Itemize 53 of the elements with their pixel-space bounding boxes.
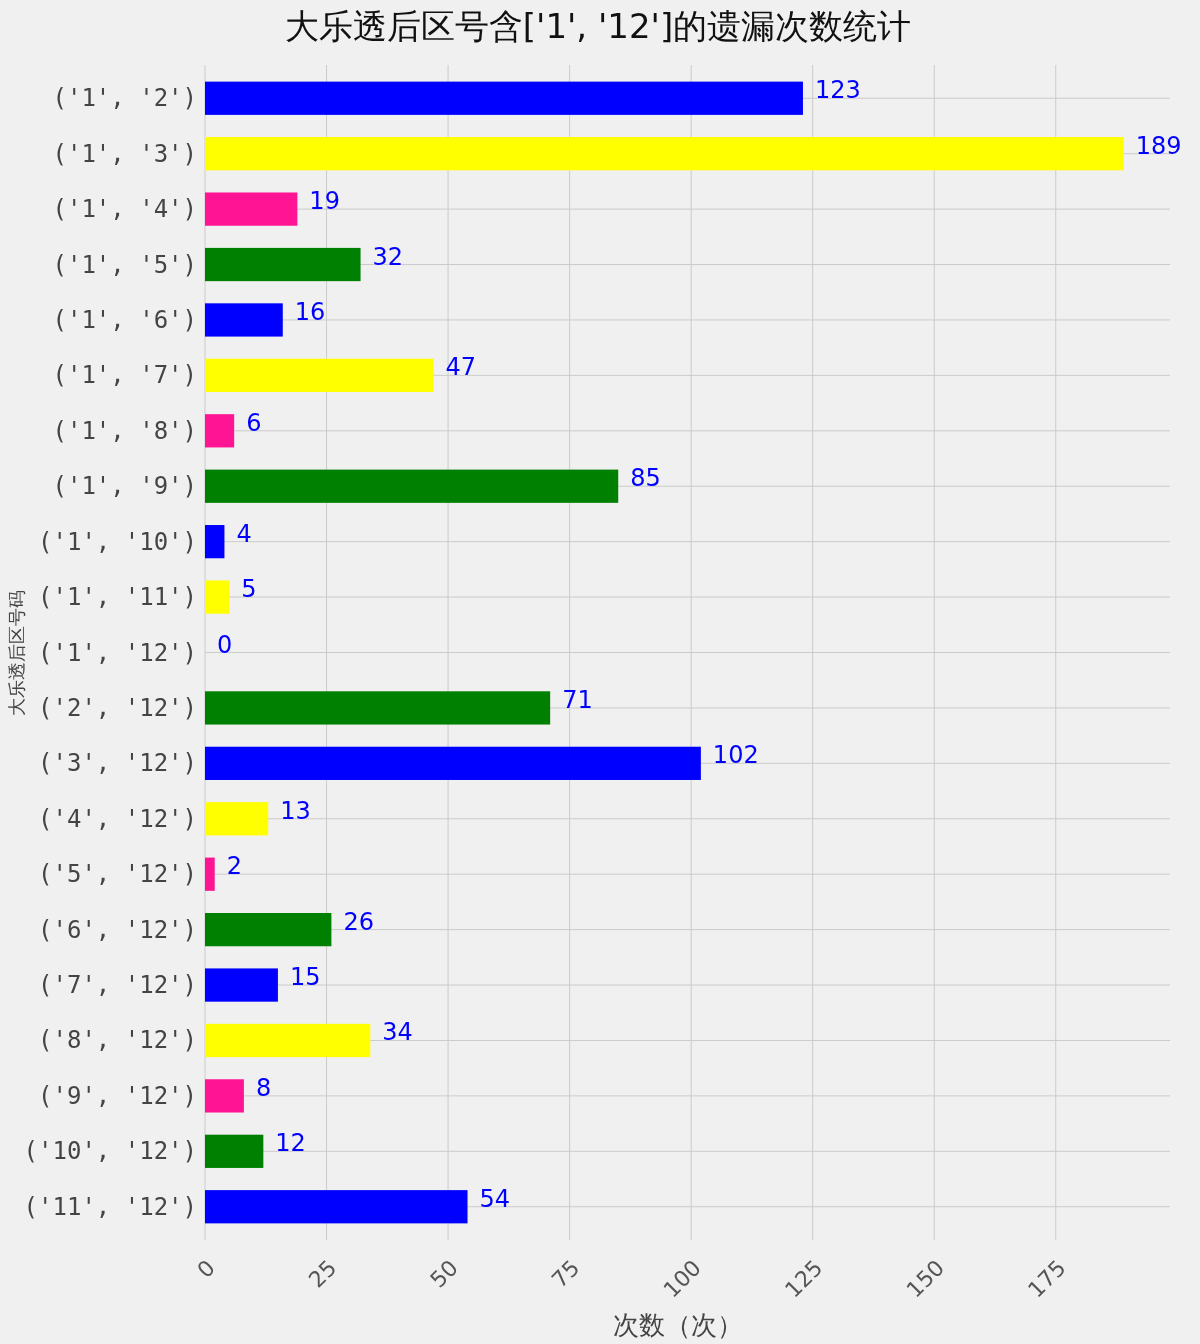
x-tick-label: 50 <box>425 1255 463 1293</box>
y-tick-label: ('6', '12') <box>38 915 197 944</box>
y-tick-label: ('10', '12') <box>23 1137 197 1166</box>
data-label: 15 <box>289 963 321 992</box>
y-tick-label: ('2', '12') <box>38 693 197 722</box>
x-tick-label: 125 <box>780 1255 828 1303</box>
y-tick-label: ('1', '12') <box>38 638 197 667</box>
x-tick-label: 100 <box>658 1255 706 1303</box>
y-tick-label: ('1', '10') <box>38 527 197 556</box>
y-tick-label: ('1', '9') <box>52 472 197 501</box>
x-tick-label: 150 <box>901 1255 950 1303</box>
x-axis-title: 次数（次） <box>612 1310 743 1340</box>
data-label: 4 <box>236 519 252 548</box>
y-axis-title: 大乐透后区号码 <box>5 589 27 716</box>
data-label: 12 <box>275 1129 306 1158</box>
y-tick-label: ('1', '8') <box>52 416 197 445</box>
y-tick-label: ('8', '12') <box>38 1026 197 1055</box>
y-tick-label: ('4', '12') <box>38 804 197 833</box>
y-tick-label: ('9', '12') <box>38 1081 197 1110</box>
data-label: 13 <box>280 796 311 825</box>
x-tick-label: 175 <box>1023 1255 1071 1303</box>
y-tick-label: ('3', '12') <box>38 749 197 778</box>
y-tick-label: ('1', '11') <box>38 583 197 612</box>
data-label: 0 <box>217 630 233 659</box>
y-tick-label: ('1', '3') <box>52 139 197 168</box>
y-tick-label: ('1', '7') <box>52 361 197 390</box>
y-tick-label: ('11', '12') <box>23 1192 197 1221</box>
data-label: 5 <box>241 575 257 604</box>
data-label: 102 <box>712 741 759 770</box>
y-tick-label: ('1', '5') <box>52 250 197 279</box>
data-label: 19 <box>309 187 340 216</box>
y-tick-label: ('7', '12') <box>38 971 197 1000</box>
data-label: 54 <box>479 1184 511 1213</box>
x-tick-label: 0 <box>192 1255 220 1283</box>
data-label: 8 <box>255 1073 272 1102</box>
data-label: 85 <box>630 464 661 493</box>
data-label: 71 <box>562 685 593 714</box>
y-tick-label: ('1', '6') <box>52 305 197 334</box>
chart-title: 大乐透后区号含['1', '12']的遗漏次数统计 <box>284 6 912 46</box>
x-tick-label: 25 <box>303 1255 342 1293</box>
data-label: 123 <box>814 76 861 105</box>
data-label: 6 <box>246 408 262 437</box>
x-tick-label: 75 <box>546 1255 585 1293</box>
data-label: 189 <box>1135 131 1182 160</box>
y-tick-label: ('1', '4') <box>52 195 197 224</box>
data-label: 26 <box>343 907 374 936</box>
data-label: 2 <box>226 852 242 881</box>
data-label: 34 <box>382 1018 413 1047</box>
data-label: 47 <box>445 353 477 382</box>
y-tick-label: ('5', '12') <box>38 860 197 889</box>
data-label: 32 <box>372 242 404 271</box>
data-label: 16 <box>294 297 326 326</box>
y-tick-label: ('1', '2') <box>52 84 197 113</box>
